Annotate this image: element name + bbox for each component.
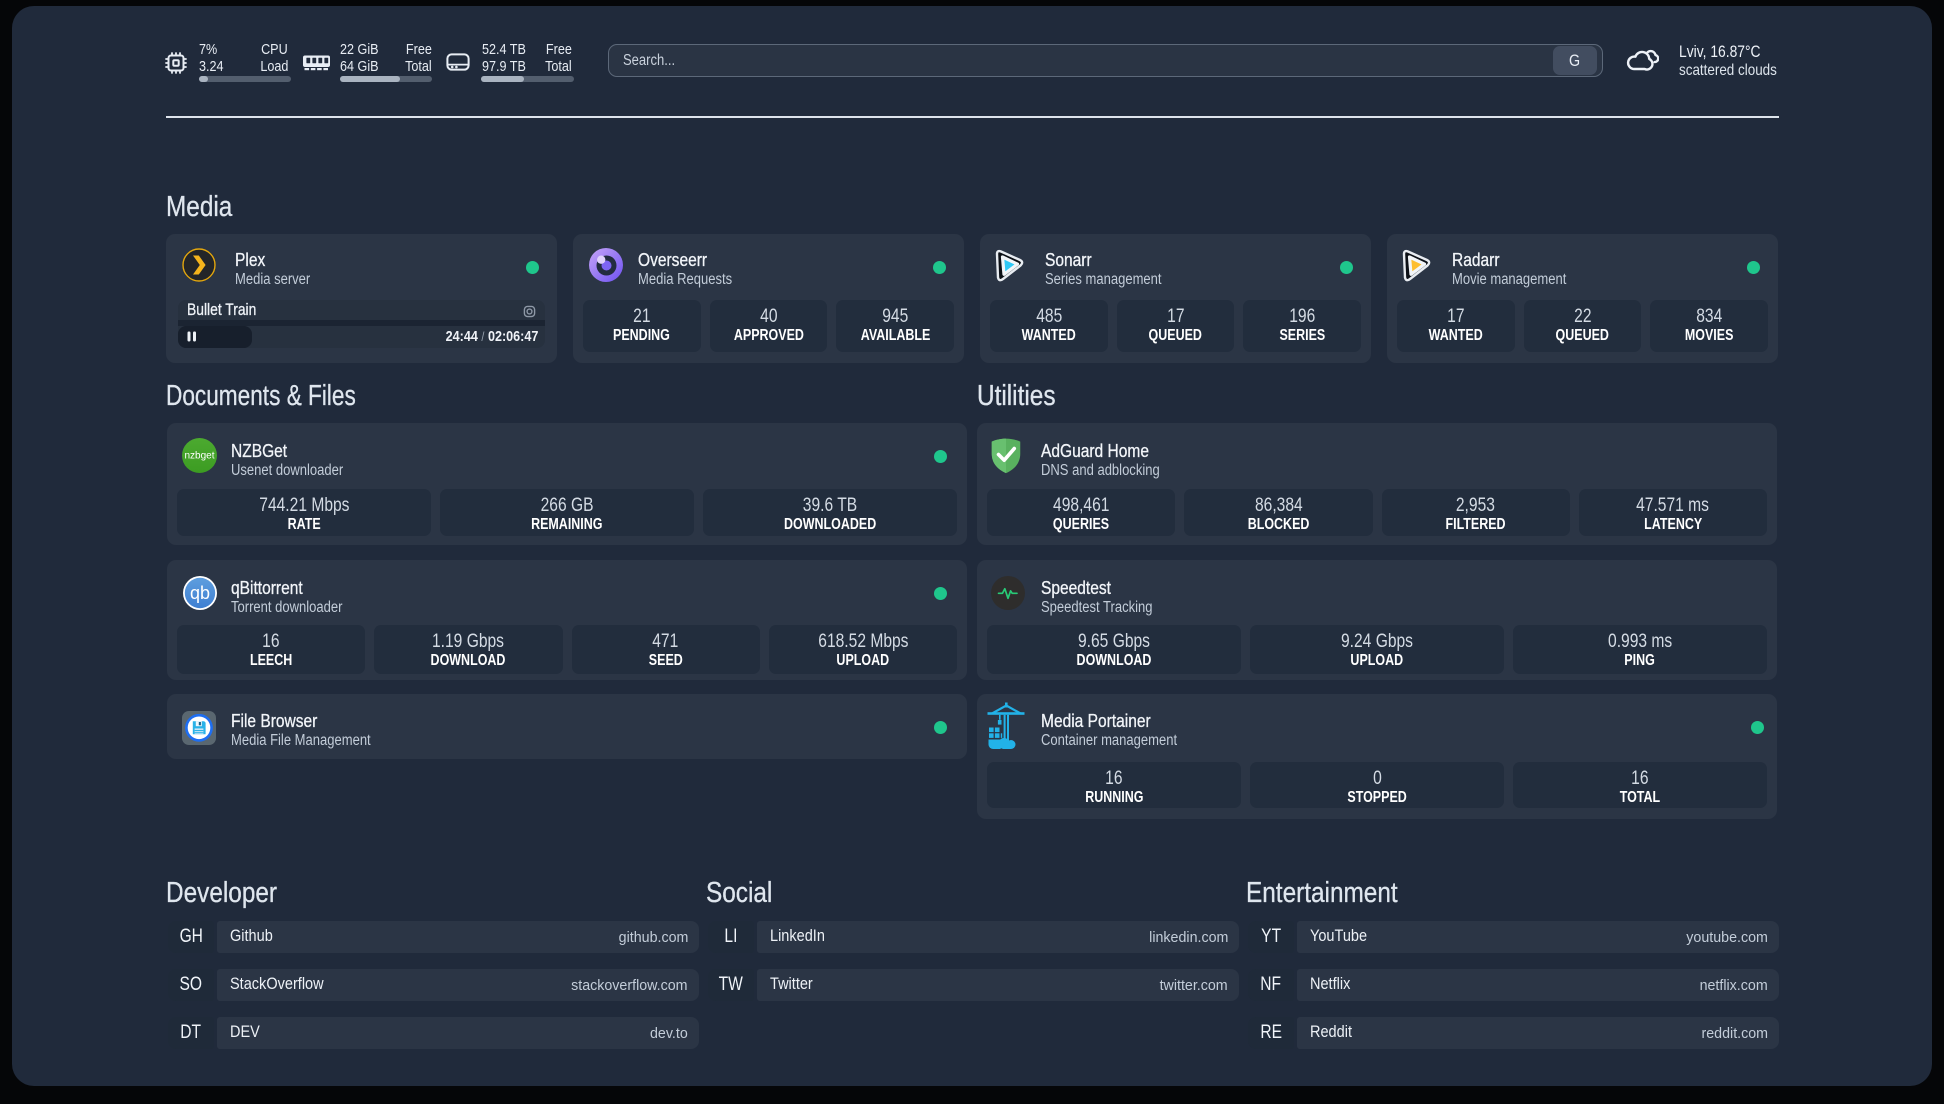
svg-text:qb: qb — [190, 583, 210, 603]
svg-text:nzbget: nzbget — [184, 451, 214, 462]
